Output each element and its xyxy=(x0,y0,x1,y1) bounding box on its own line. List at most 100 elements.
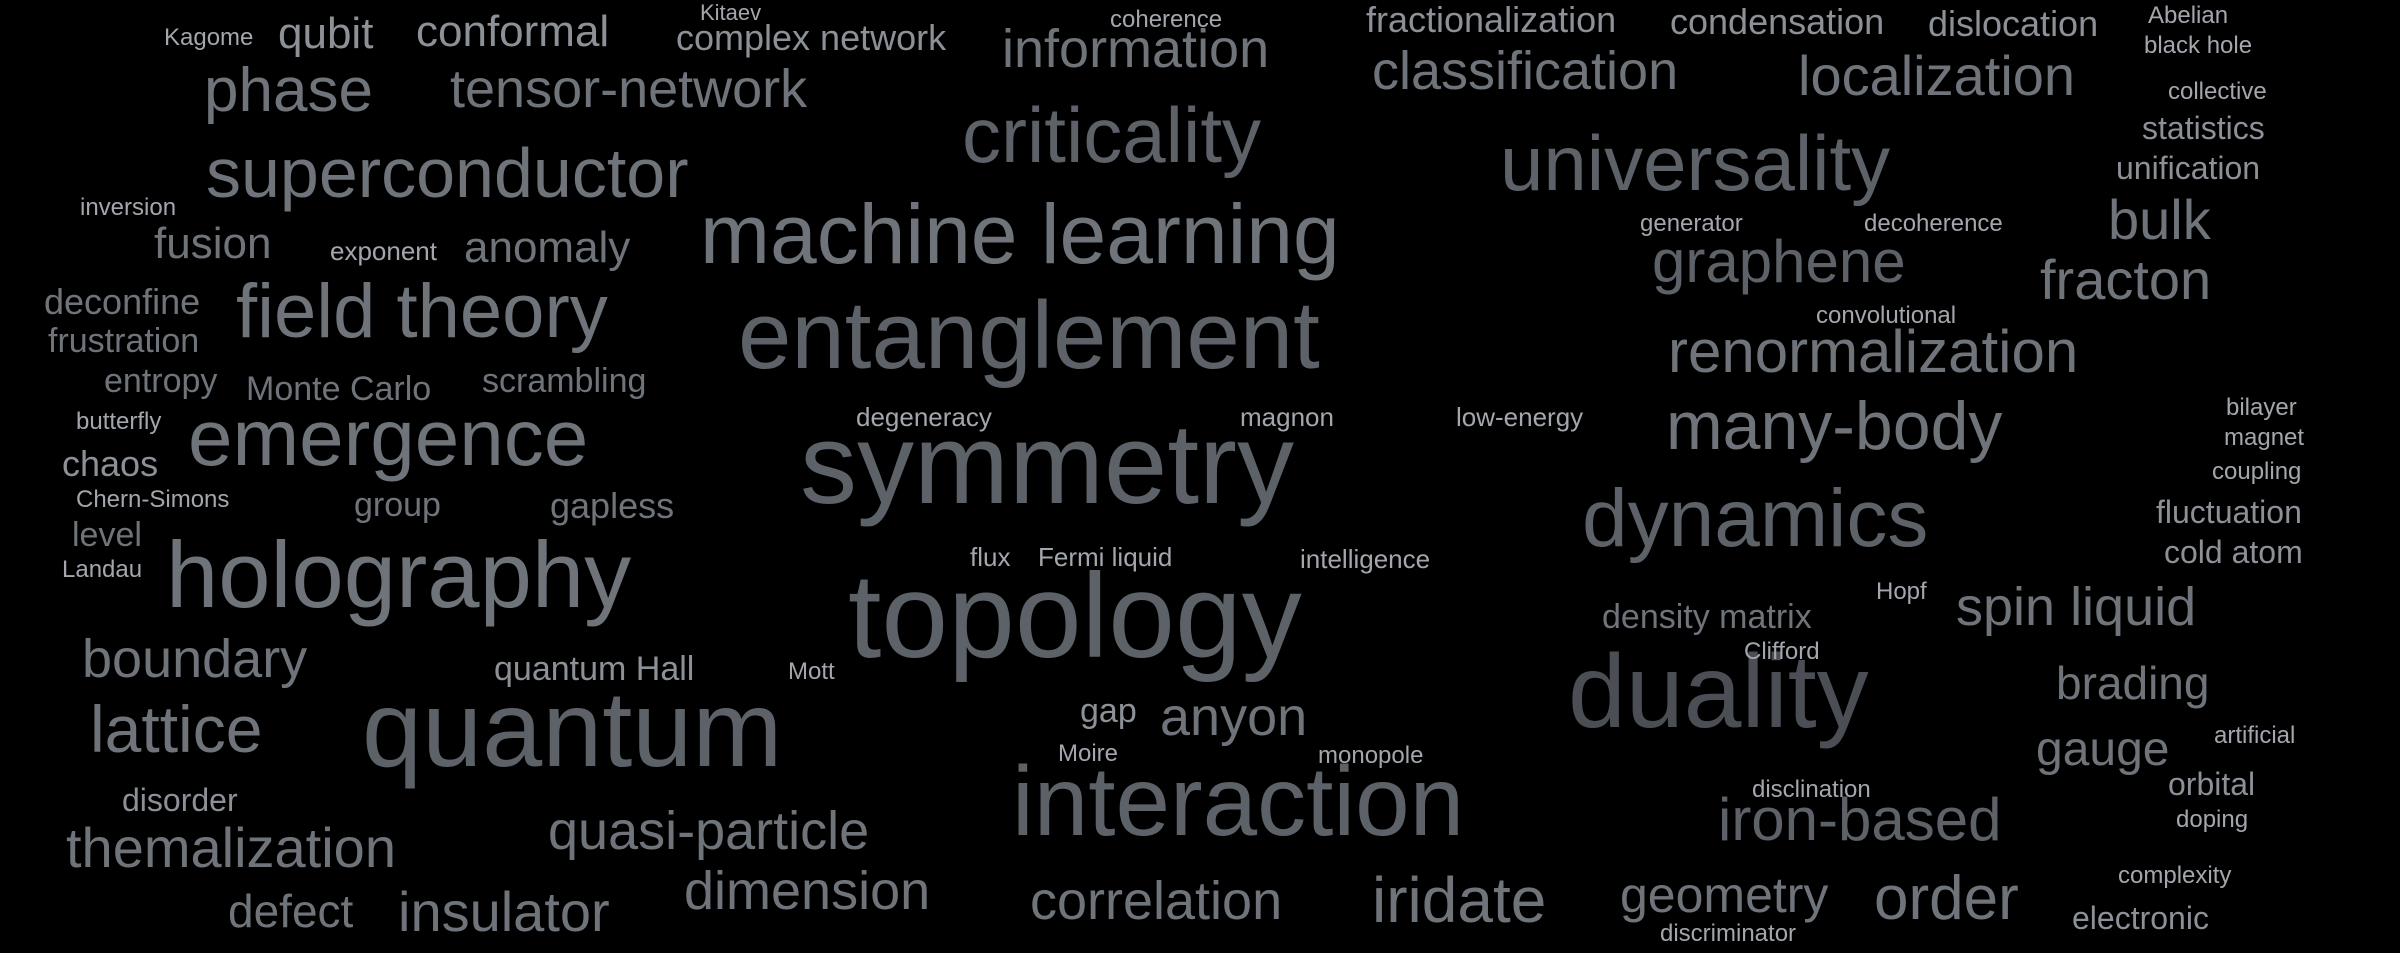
word-coherence: coherence xyxy=(1110,6,1223,33)
word-spin-liquid: spin liquid xyxy=(1956,577,2197,637)
word-bulk: bulk xyxy=(2108,188,2211,251)
word-chern-simons: Chern-Simons xyxy=(76,486,230,513)
word-fusion: fusion xyxy=(154,219,272,268)
word-kitaev: Kitaev xyxy=(700,0,762,25)
word-many-body: many-body xyxy=(1666,388,2003,464)
word-decoherence: decoherence xyxy=(1864,210,2003,237)
word-discriminator: discriminator xyxy=(1660,920,1797,947)
word-anyon: anyon xyxy=(1160,687,1308,747)
word-complexity: complexity xyxy=(2118,862,2232,889)
word-magnet: magnet xyxy=(2224,424,2305,451)
word-clifford: Clifford xyxy=(1744,638,1820,665)
word-dislocation: dislocation xyxy=(1928,3,2099,44)
word-interaction: interaction xyxy=(1012,746,1465,856)
word-field-theory: field theory xyxy=(236,269,608,354)
word-anomaly: anomaly xyxy=(464,223,631,272)
word-kagome: Kagome xyxy=(164,24,254,51)
word-bilayer: bilayer xyxy=(2226,394,2297,421)
word-criticality: criticality xyxy=(962,91,1262,179)
word-entanglement: entanglement xyxy=(738,282,1320,389)
word-brading: brading xyxy=(2056,657,2210,709)
word-monopole: monopole xyxy=(1318,742,1424,769)
word-level: level xyxy=(72,516,142,554)
word-collective: collective xyxy=(2168,78,2267,105)
word-symmetry: symmetry xyxy=(800,401,1294,528)
word-iridate: iridate xyxy=(1372,864,1547,936)
word-coupling: coupling xyxy=(2212,458,2302,485)
word-intelligence: intelligence xyxy=(1300,544,1431,574)
word-lattice: lattice xyxy=(90,692,263,766)
word-fracton: fracton xyxy=(2040,248,2212,311)
word-statistics: statistics xyxy=(2142,110,2265,146)
word-black-hole: black hole xyxy=(2144,32,2253,59)
word-boundary: boundary xyxy=(82,629,308,689)
word-butterfly: butterfly xyxy=(76,408,162,435)
word-iron-based: iron-based xyxy=(1718,786,2002,853)
word-duality: duality xyxy=(1568,634,1869,750)
word-phase: phase xyxy=(204,56,373,125)
word-dynamics: dynamics xyxy=(1582,473,1929,564)
word-orbital: orbital xyxy=(2168,766,2256,802)
word-chaos: chaos xyxy=(62,443,159,484)
word-renormalization: renormalization xyxy=(1668,318,2079,385)
word-low-energy: low-energy xyxy=(1456,402,1584,432)
word-quantum-hall: quantum Hall xyxy=(494,650,695,688)
word-unification: unification xyxy=(2116,150,2261,186)
word-degeneracy: degeneracy xyxy=(856,402,992,432)
word-conformal: conformal xyxy=(416,7,610,56)
word-topology: topology xyxy=(848,549,1302,683)
word-order: order xyxy=(1874,864,2019,933)
word-emergence: emergence xyxy=(188,393,589,482)
word-landau: Landau xyxy=(62,556,143,583)
word-quantum: quantum xyxy=(362,668,783,789)
word-universality: universality xyxy=(1500,119,1891,207)
word-exponent: exponent xyxy=(330,236,437,266)
word-condensation: condensation xyxy=(1670,1,1885,42)
word-graphene: graphene xyxy=(1652,228,1906,295)
word-fluctuation: fluctuation xyxy=(2156,494,2302,530)
word-deconfine: deconfine xyxy=(44,281,201,322)
word-disorder: disorder xyxy=(122,782,238,818)
word-holography: holography xyxy=(166,522,632,627)
word-machine-learning: machine learning xyxy=(700,187,1340,281)
word-inversion: inversion xyxy=(80,194,177,221)
word-gauge: gauge xyxy=(2036,723,2170,776)
word-information: information xyxy=(1002,19,1270,79)
word-abelian: Abelian xyxy=(2148,2,2229,29)
word-artificial: artificial xyxy=(2214,722,2296,749)
word-geometry: geometry xyxy=(1620,867,1829,923)
word-scrambling: scrambling xyxy=(482,362,647,400)
word-qubit: qubit xyxy=(278,9,374,58)
word-gapless: gapless xyxy=(550,485,675,526)
word-convolutional: convolutional xyxy=(1816,302,1957,329)
word-correlation: correlation xyxy=(1030,871,1283,931)
word-hopf: Hopf xyxy=(1876,578,1927,605)
word-entropy: entropy xyxy=(104,362,218,400)
word-magnon: magnon xyxy=(1240,402,1334,432)
word-localization: localization xyxy=(1798,44,2076,107)
word-electronic: electronic xyxy=(2072,900,2209,936)
word-tensor-network: tensor-network xyxy=(450,59,808,119)
word-moire: Moire xyxy=(1058,740,1119,767)
word-group: group xyxy=(354,486,441,524)
word-superconductor: superconductor xyxy=(206,134,689,212)
word-doping: doping xyxy=(2176,806,2249,833)
word-frustration: frustration xyxy=(48,322,200,360)
word-flux: flux xyxy=(970,542,1011,572)
word-gap: gap xyxy=(1080,692,1137,730)
word-complex-network: complex network xyxy=(676,17,947,58)
word-defect: defect xyxy=(228,885,354,937)
word-insulator: insulator xyxy=(398,880,610,943)
word-mott: Mott xyxy=(788,658,835,685)
word-fractionalization: fractionalization xyxy=(1366,0,1617,40)
word-generator: generator xyxy=(1640,210,1743,237)
word-themalization: themalization xyxy=(66,816,396,879)
word-disclination: disclination xyxy=(1752,776,1871,803)
word-density-matrix: density matrix xyxy=(1602,598,1812,636)
word-classification: classification xyxy=(1372,41,1679,101)
word-monte-carlo: Monte Carlo xyxy=(246,370,432,408)
word-fermi-liquid: Fermi liquid xyxy=(1038,542,1173,572)
word-dimension: dimension xyxy=(684,861,931,921)
word-quasi-particle: quasi-particle xyxy=(548,801,870,861)
